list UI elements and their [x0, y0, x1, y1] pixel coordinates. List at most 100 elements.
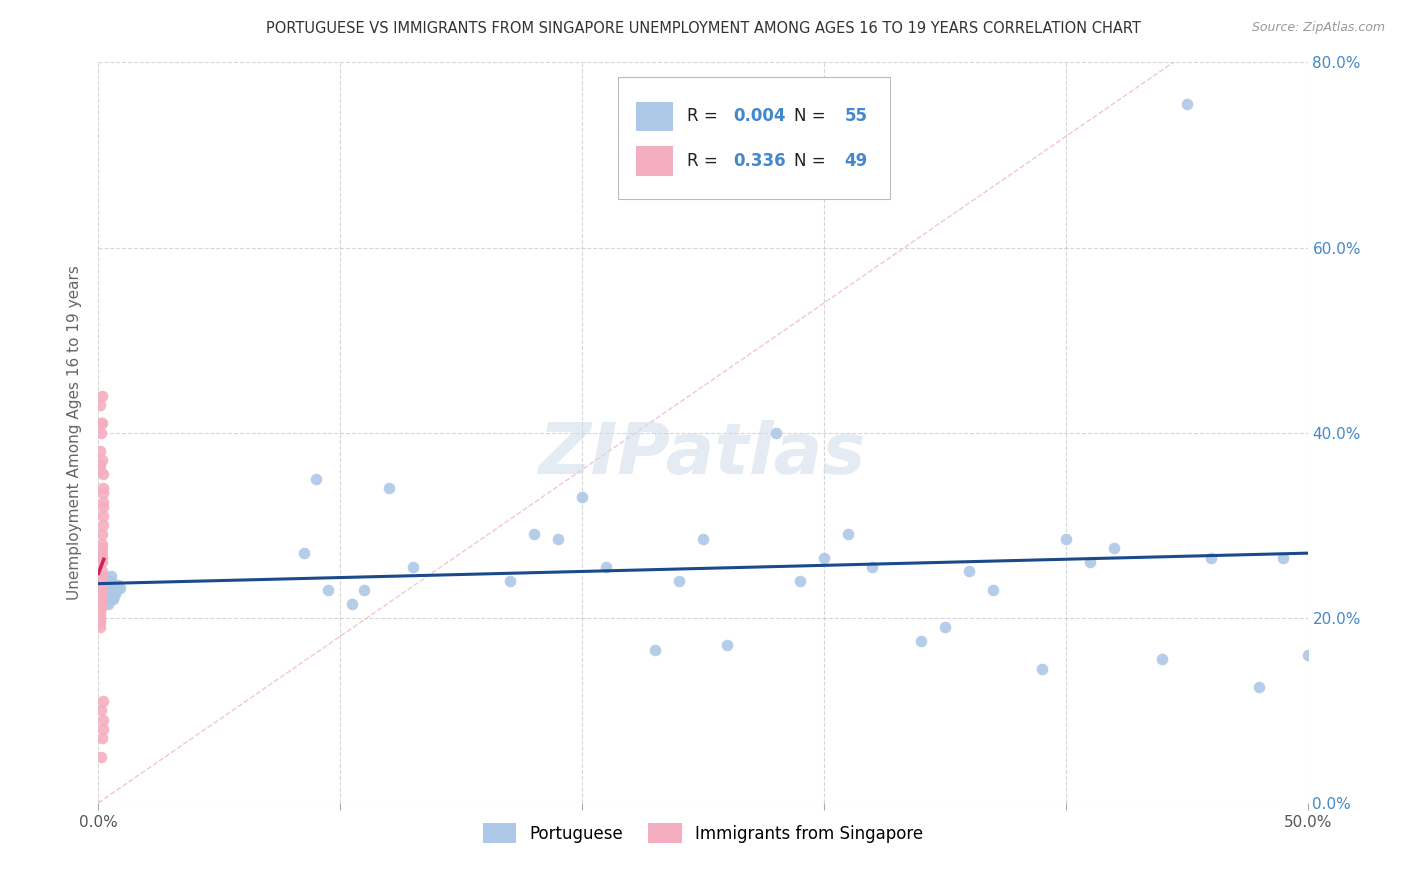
Y-axis label: Unemployment Among Ages 16 to 19 years: Unemployment Among Ages 16 to 19 years [67, 265, 83, 600]
Point [692, 532, 714, 546]
Point [104, 584, 127, 599]
Point [595, 559, 617, 574]
Point [91, 536, 114, 550]
Bar [637, 146, 672, 176]
Point [1102, 541, 1125, 556]
Point [305, 472, 328, 486]
Point [100, 569, 122, 583]
Point [1175, 97, 1198, 112]
Point [108, 581, 131, 595]
Text: ZIPatlas: ZIPatlas [540, 420, 866, 490]
Point [716, 639, 738, 653]
Point [89, 615, 111, 630]
Point [90, 703, 112, 717]
Point [89, 601, 111, 615]
Point [90, 749, 112, 764]
Point [89, 398, 111, 412]
Point [90, 550, 112, 565]
Point [668, 574, 690, 588]
Point [97, 594, 120, 608]
Point [101, 592, 124, 607]
Point [89, 592, 111, 607]
Point [498, 574, 520, 588]
Point [101, 588, 124, 602]
Text: Source: ZipAtlas.com: Source: ZipAtlas.com [1251, 21, 1385, 34]
Point [90, 417, 112, 431]
Point [316, 582, 339, 597]
Point [91, 541, 114, 556]
Point [91, 527, 114, 541]
Point [90, 555, 112, 569]
Point [765, 425, 787, 440]
Text: 55: 55 [845, 108, 868, 126]
Text: PORTUGUESE VS IMMIGRANTS FROM SINGAPORE UNEMPLOYMENT AMONG AGES 16 TO 19 YEARS C: PORTUGUESE VS IMMIGRANTS FROM SINGAPORE … [266, 21, 1140, 36]
Point [644, 643, 666, 657]
Point [89, 620, 111, 634]
Point [100, 576, 122, 591]
Point [91, 485, 114, 500]
Point [101, 590, 124, 604]
Point [90, 588, 112, 602]
Point [90, 565, 112, 579]
Point [91, 546, 114, 560]
Point [1152, 652, 1174, 666]
Point [91, 388, 114, 402]
Point [91, 508, 114, 523]
Point [90, 453, 112, 467]
Text: 0.004: 0.004 [734, 108, 786, 126]
Point [104, 587, 127, 601]
Point [813, 550, 835, 565]
Point [957, 565, 980, 579]
Point [107, 580, 129, 594]
Point [91, 481, 114, 495]
Point [789, 574, 811, 588]
Bar [637, 102, 672, 131]
Point [1249, 680, 1271, 694]
Point [89, 606, 111, 620]
Point [89, 462, 111, 476]
FancyBboxPatch shape [619, 78, 890, 200]
Point [89, 458, 111, 472]
Point [377, 481, 399, 495]
Point [90, 574, 112, 588]
Text: 49: 49 [845, 152, 868, 169]
Point [1031, 662, 1053, 676]
Point [101, 591, 124, 606]
Point [860, 559, 883, 574]
Point [104, 582, 127, 596]
Point [1296, 648, 1319, 662]
Point [89, 444, 111, 458]
Point [1054, 532, 1077, 546]
Point [89, 615, 111, 630]
Point [934, 620, 956, 634]
Point [292, 546, 315, 560]
Point [91, 694, 114, 708]
Point [91, 500, 114, 514]
Point [547, 532, 569, 546]
Point [89, 610, 111, 624]
Point [910, 633, 932, 648]
Text: R =: R = [688, 108, 723, 126]
Point [90, 601, 112, 615]
Point [89, 597, 111, 611]
Point [91, 495, 114, 509]
Point [89, 610, 111, 624]
Point [90, 582, 112, 597]
Point [100, 574, 122, 588]
Point [91, 722, 114, 736]
Text: 0.336: 0.336 [734, 152, 786, 169]
Point [402, 559, 425, 574]
Point [342, 597, 364, 611]
Point [571, 491, 593, 505]
Text: R =: R = [688, 152, 723, 169]
Point [90, 569, 112, 583]
Point [90, 578, 112, 592]
Text: N =: N = [793, 152, 831, 169]
Point [107, 578, 129, 592]
Point [97, 593, 120, 607]
Point [91, 518, 114, 533]
Point [104, 582, 127, 597]
Point [90, 592, 112, 607]
Point [89, 606, 111, 620]
Text: N =: N = [793, 108, 831, 126]
